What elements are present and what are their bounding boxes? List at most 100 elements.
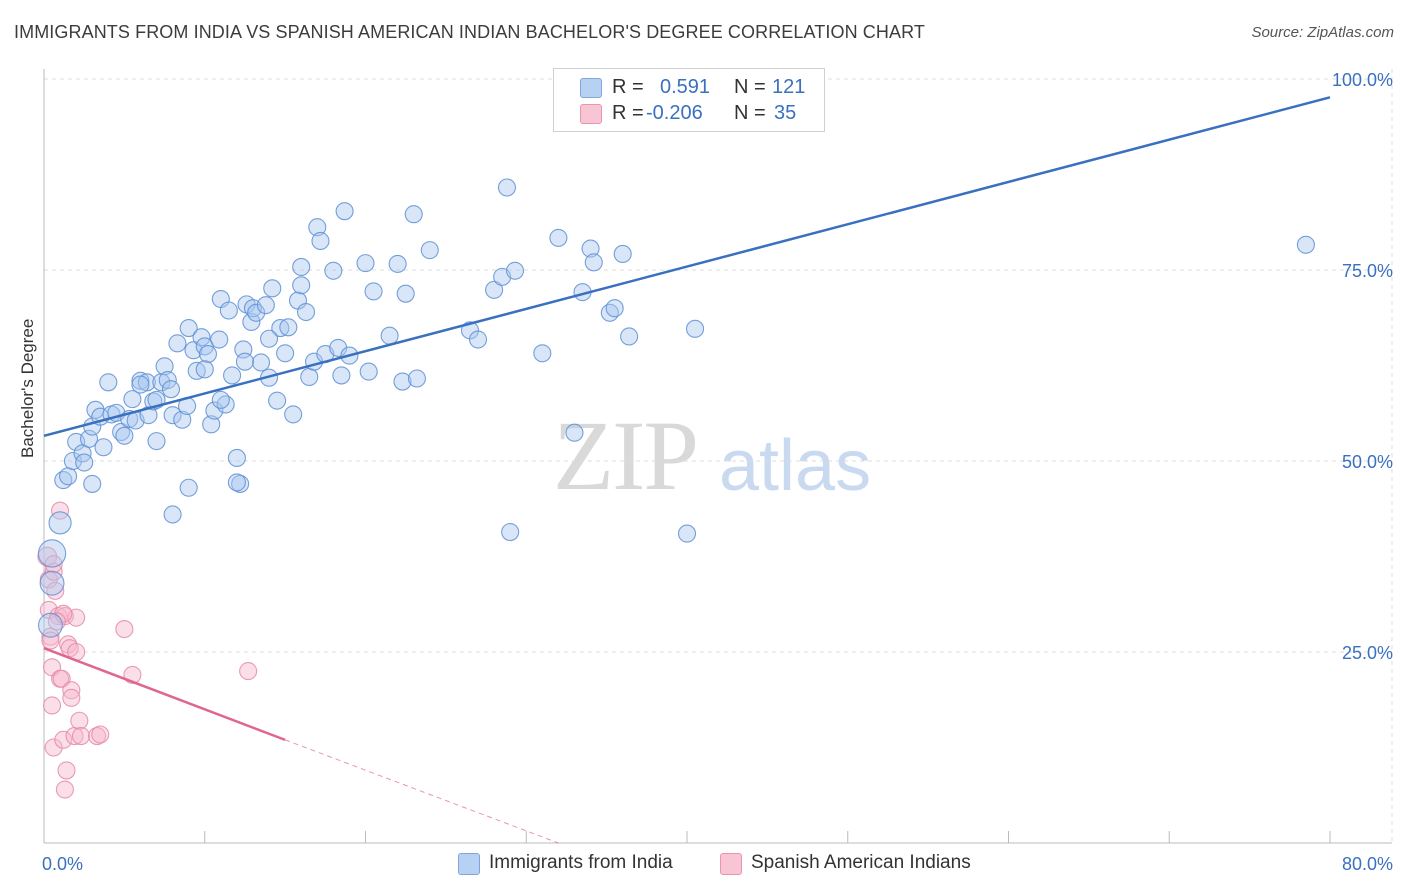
point-immigrant-from-india [324,261,343,280]
legend-r-label-2: R = [612,102,644,124]
x-tick-label: 0.0% [42,854,83,874]
y-tick-label: 50.0% [1342,452,1393,472]
point-immigrant-from-india [404,205,423,224]
point-spanish-american-indian [239,662,258,681]
point-immigrant-from-india [163,406,182,425]
stats-legend: R = 0.591 N = 121 R = -0.206 N = 35 [553,68,825,132]
point-immigrant-from-india [276,344,295,363]
legend-n-label-2: N = [734,102,766,124]
point-immigrant-from-india [231,474,250,493]
point-immigrant-from-india [256,296,275,315]
point-immigrant-from-india [420,241,439,260]
point-immigrant-from-india [198,344,218,364]
point-immigrant-from-india [242,312,261,332]
point-spanish-american-indian [44,738,63,757]
point-immigrant-from-india [59,467,78,486]
point-immigrant-from-india [292,276,311,295]
gridlines [44,69,1393,843]
point-immigrant-from-india [227,473,246,492]
point-immigrant-from-india [259,329,279,348]
point-immigrant-from-india [613,244,632,264]
point-spanish-american-indian [87,726,107,746]
point-immigrant-from-india [247,303,266,322]
point-immigrant-from-india [332,366,351,385]
bottom-legend-swatch-blue [458,853,480,875]
axes [43,69,1392,844]
y-tick-label: 100.0% [1332,70,1393,90]
point-immigrant-from-india [605,299,624,318]
trend-line-india [43,96,1331,437]
series-spanish-american-indians [37,501,258,799]
legend-swatch-blue [580,78,602,98]
y-tick-label: 25.0% [1342,643,1393,663]
point-immigrant-from-india [179,319,198,338]
point-immigrant-from-india [115,426,134,445]
y-tick-label: 75.0% [1342,261,1393,281]
y-axis-title: Bachelor's Degree [18,318,37,458]
point-immigrant-from-india [533,344,552,363]
point-immigrant-from-india [396,284,415,303]
tick-labels: 25.0% 50.0% 75.0% 100.0% 0.0% 80.0% [42,70,1393,874]
point-immigrant-from-india [620,327,639,346]
point-immigrant-from-india [284,405,303,424]
point-immigrant-from-india [161,380,181,399]
point-immigrant-from-india [202,415,221,434]
point-immigrant-from-india [94,438,113,457]
watermark-zip: ZIP [553,400,699,511]
point-immigrant-from-india [83,474,102,493]
point-immigrant-from-india [549,228,568,247]
point-immigrant-from-india [501,523,520,542]
point-immigrant-from-india [251,353,271,372]
point-immigrant-from-india [223,366,242,385]
series-immigrants-from-india [37,178,1315,638]
point-immigrant-from-india [497,178,517,197]
point-spanish-american-indian [70,711,89,730]
point-immigrant-from-india [300,367,319,387]
point-immigrant-from-india [179,478,198,497]
point-spanish-american-indian [47,612,66,631]
point-immigrant-from-india [184,341,203,360]
point-immigrant-from-india [173,410,192,429]
point-immigrant-from-india [268,391,287,410]
point-immigrant-from-india [380,326,399,345]
point-spanish-american-indian [91,725,110,744]
point-immigrant-from-india [565,423,584,442]
point-spanish-american-indian [115,620,134,639]
point-immigrant-from-india [356,254,375,273]
legend-swatch-pink [580,104,602,124]
point-immigrant-from-india [205,401,224,420]
point-immigrant-from-india [211,390,230,409]
point-spanish-american-indian [42,696,62,715]
point-immigrant-from-india [139,406,158,425]
point-immigrant-from-india [1296,235,1315,254]
point-spanish-american-indian [55,780,74,799]
legend-n-label-1: N = [734,76,766,98]
point-immigrant-from-india [505,261,525,280]
point-immigrant-from-india [235,352,254,371]
point-immigrant-from-india [308,218,327,237]
point-spanish-american-indian [54,730,73,749]
bottom-legend-series1: Immigrants from India [489,852,673,873]
point-immigrant-from-india [407,369,426,388]
point-immigrant-from-india [75,453,94,472]
point-immigrant-from-india [219,301,238,320]
point-immigrant-from-india [155,357,174,376]
point-immigrant-from-india [63,451,82,471]
bottom-legend-series2: Spanish American Indians [751,852,971,873]
point-immigrant-from-india [99,373,118,392]
chart-title: IMMIGRANTS FROM INDIA VS SPANISH AMERICA… [14,22,925,42]
trend-line-spanish-american-indian-extension [284,739,559,844]
point-spanish-american-indian [62,681,81,700]
point-spanish-american-indian [62,688,81,707]
point-spanish-american-indian [57,761,76,780]
point-immigrant-from-india [581,239,600,258]
point-immigrant-from-india [677,524,697,543]
point-immigrant-from-india [163,505,182,524]
point-immigrant-from-india [131,371,150,390]
point-immigrant-from-india [131,375,150,394]
point-spanish-american-indian [51,501,70,520]
point-immigrant-from-india [311,231,330,251]
point-immigrant-from-india [37,539,67,568]
point-immigrant-from-india [195,360,214,379]
point-spanish-american-indian [44,555,63,574]
